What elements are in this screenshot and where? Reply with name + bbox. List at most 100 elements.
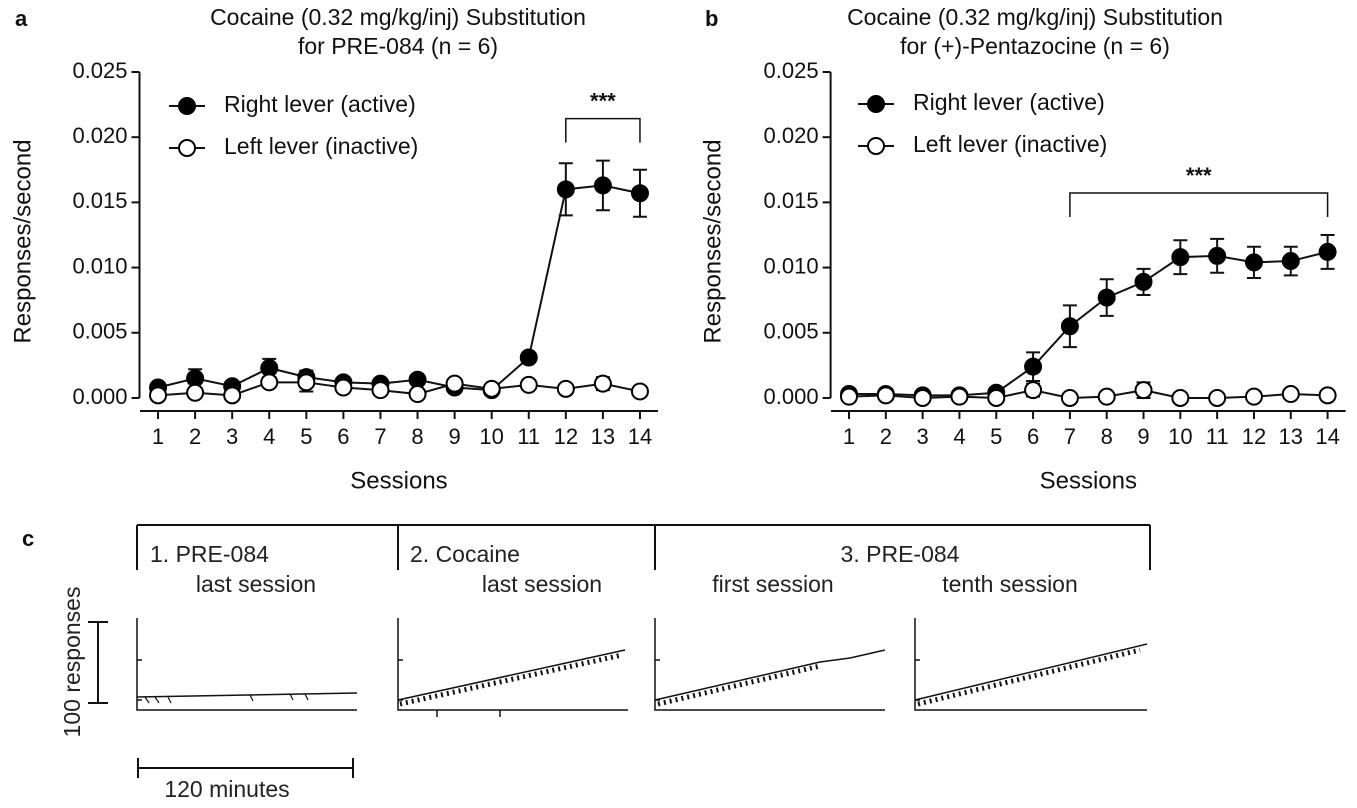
marker (593, 374, 612, 393)
x-tick-label: 12 (554, 424, 578, 449)
marker (1024, 357, 1043, 376)
marker (1244, 253, 1263, 272)
marker (1244, 387, 1263, 406)
marker (1024, 381, 1043, 400)
marker (556, 379, 575, 398)
record-label: last session (482, 571, 602, 597)
y-tick-label: 0.020 (72, 123, 127, 148)
chart-title: for PRE-084 (n = 6) (298, 33, 498, 59)
section-label: 1. PRE-084 (150, 541, 269, 567)
legend-marker (867, 137, 885, 155)
marker (876, 386, 895, 405)
marker (519, 348, 538, 367)
x-tick-label: 9 (1137, 424, 1149, 449)
marker (1281, 385, 1300, 404)
x-tick-label: 3 (917, 424, 929, 449)
marker (556, 180, 575, 199)
y-tick-label: 0.000 (72, 384, 127, 409)
section-label: 3. PRE-084 (841, 541, 960, 567)
legend-marker (178, 139, 196, 157)
x-tick-label: 4 (263, 424, 275, 449)
record-label: first session (712, 571, 833, 597)
x-tick-label: 2 (880, 424, 892, 449)
x-tick-label: 13 (1279, 424, 1303, 449)
x-tick-label: 14 (628, 424, 652, 449)
marker (1060, 388, 1079, 407)
series-line (849, 250, 1328, 397)
panel-label: a (15, 6, 28, 31)
legend-label: Left lever (inactive) (913, 131, 1107, 157)
y-axis-label: Responses/second (9, 139, 36, 343)
y-tick-label: 0.005 (764, 319, 819, 344)
x-tick-label: 2 (189, 424, 201, 449)
legend-label: Right lever (active) (224, 91, 416, 117)
y-tick-label: 0.005 (72, 319, 127, 344)
marker (840, 387, 859, 406)
marker (482, 379, 501, 398)
x-tick-label: 4 (953, 424, 965, 449)
marker (913, 388, 932, 407)
marker (1060, 317, 1079, 336)
chart-title: Cocaine (0.32 mg/kg/inj) Substitution (210, 4, 586, 30)
panel-label: c (22, 526, 34, 551)
panel-label: b (705, 6, 718, 31)
marker (950, 387, 969, 406)
marker (1208, 388, 1227, 407)
y-tick-label: 0.025 (764, 58, 819, 83)
x-axis-label: Sessions (350, 467, 447, 494)
marker (334, 378, 353, 397)
legend-marker (867, 95, 885, 113)
x-tick-label: 7 (374, 424, 386, 449)
x-tick-label: 5 (990, 424, 1002, 449)
section-bracket (136, 524, 1151, 570)
x-tick-label: 1 (152, 424, 164, 449)
marker (260, 373, 279, 392)
y-tick-label: 0.010 (72, 253, 127, 278)
y-tick-label: 0.000 (764, 384, 819, 409)
marker (1318, 386, 1337, 405)
y-tick-label: 0.015 (764, 188, 819, 213)
x-tick-label: 9 (448, 424, 460, 449)
x-tick-label: 10 (1168, 424, 1192, 449)
chart-title: Cocaine (0.32 mg/kg/inj) Substitution (847, 4, 1223, 30)
chart-title: for (+)-Pentazocine (n = 6) (900, 33, 1170, 59)
marker (445, 374, 464, 393)
y-tick-label: 0.025 (72, 58, 127, 83)
scale-bars (88, 621, 354, 778)
y-axis-label: Responses/second (699, 139, 726, 343)
significance-label: *** (1186, 163, 1212, 188)
marker (223, 386, 242, 405)
x-tick-label: 8 (1101, 424, 1113, 449)
significance-bracket (1069, 192, 1329, 217)
x-scale-label: 120 minutes (164, 776, 289, 802)
marker (371, 381, 390, 400)
marker (1208, 246, 1227, 265)
x-axis-label: Sessions (1040, 467, 1137, 494)
legend-label: Right lever (active) (913, 89, 1105, 115)
marker (1097, 288, 1116, 307)
record-label: tenth session (942, 571, 1078, 597)
marker (1097, 387, 1116, 406)
y-tick-label: 0.015 (72, 188, 127, 213)
legend-marker (178, 97, 196, 115)
x-tick-label: 10 (479, 424, 503, 449)
y-scale-label: 100 responses (59, 587, 85, 738)
marker (630, 382, 649, 401)
marker (1171, 248, 1190, 267)
y-tick-label: 0.010 (764, 253, 819, 278)
cumulative-records (136, 618, 1148, 717)
marker (1171, 388, 1190, 407)
marker (297, 373, 316, 392)
significance-label: *** (590, 88, 616, 113)
x-tick-label: 7 (1064, 424, 1076, 449)
marker (1281, 252, 1300, 271)
x-tick-label: 5 (300, 424, 312, 449)
marker (1318, 242, 1337, 261)
significance-bracket (565, 117, 641, 143)
section-label: 2. Cocaine (410, 541, 520, 567)
x-tick-label: 6 (1027, 424, 1039, 449)
x-tick-label: 12 (1242, 424, 1266, 449)
legend-label: Left lever (inactive) (224, 133, 418, 159)
marker (186, 383, 205, 402)
